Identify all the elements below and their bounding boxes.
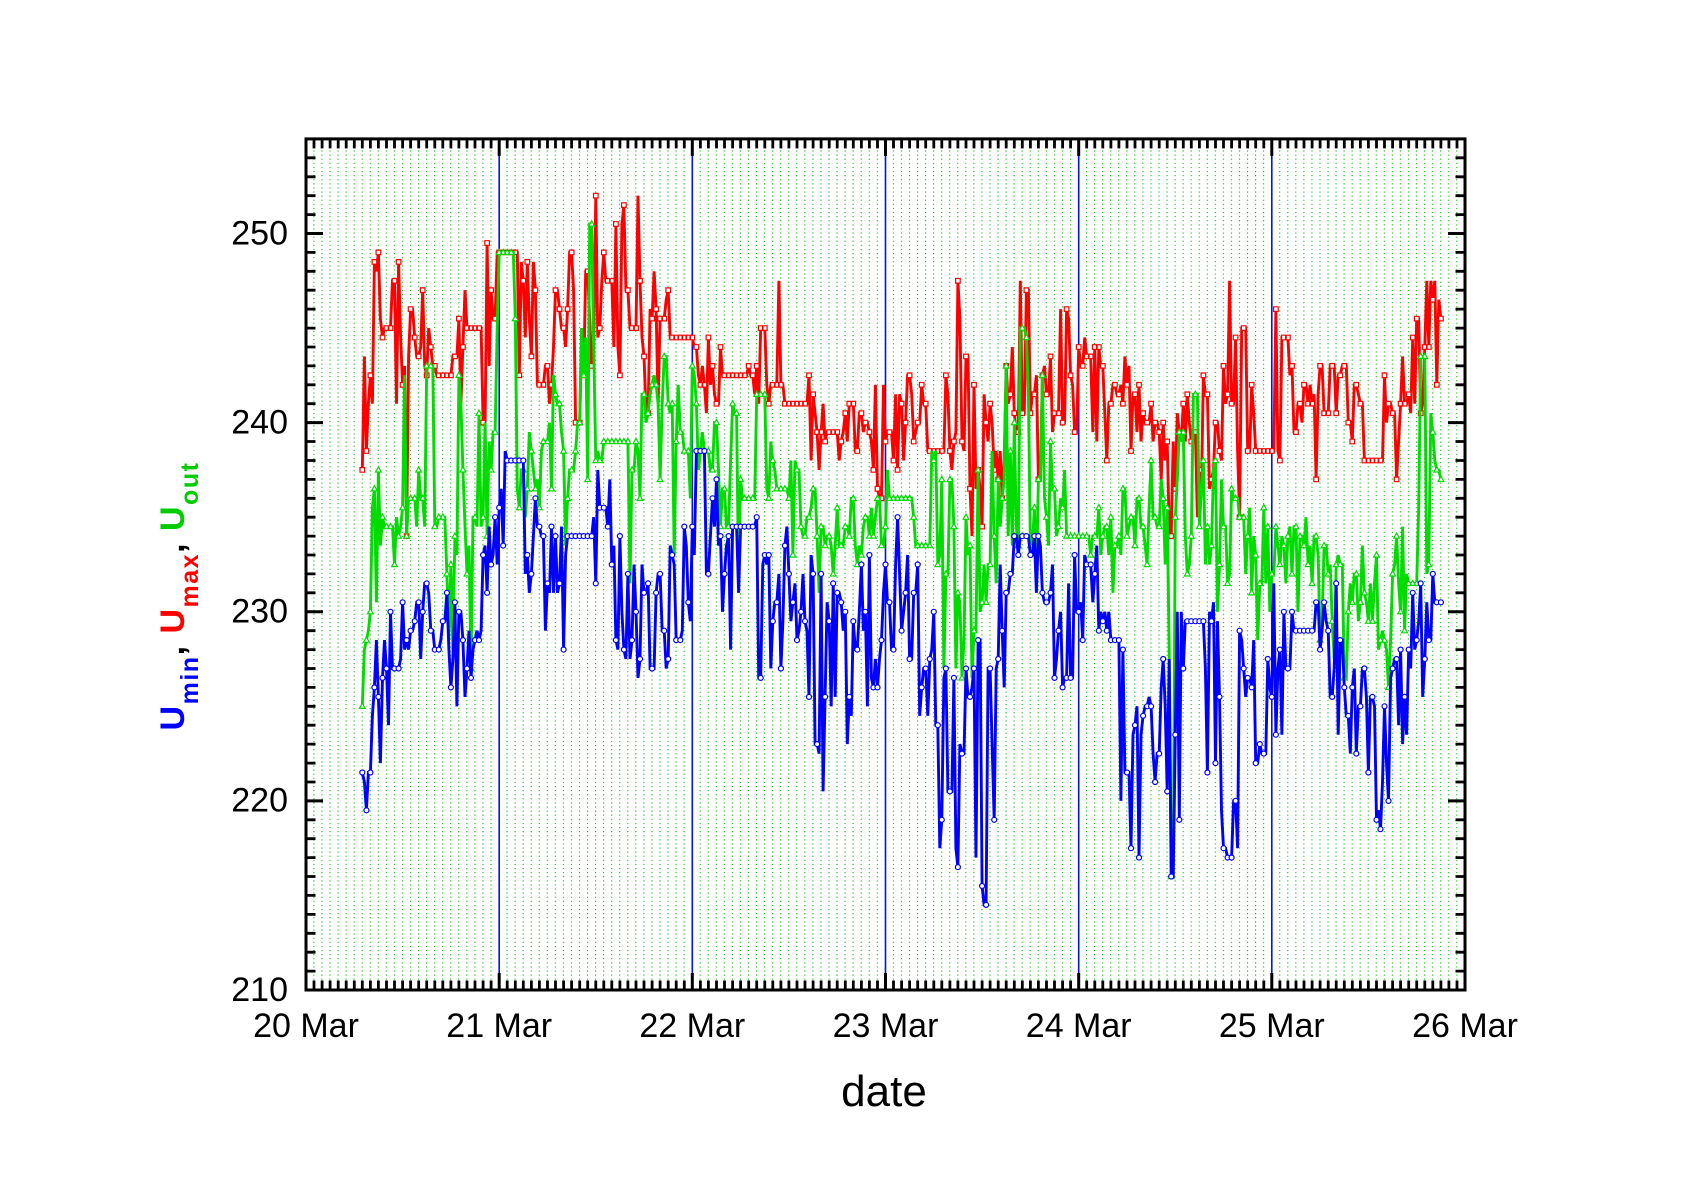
svg-text:21 Mar: 21 Mar [446, 1007, 552, 1045]
svg-text:23 Mar: 23 Mar [833, 1007, 939, 1045]
svg-text:220: 220 [231, 782, 288, 820]
svg-text:22 Mar: 22 Mar [639, 1007, 745, 1045]
svg-text:250: 250 [231, 214, 288, 252]
svg-text:date: date [841, 1067, 927, 1116]
svg-text:230: 230 [231, 593, 288, 631]
svg-text:25 Mar: 25 Mar [1219, 1007, 1325, 1045]
svg-text:240: 240 [231, 403, 288, 441]
svg-text:210: 210 [231, 971, 288, 1009]
svg-text:20 Mar: 20 Mar [253, 1007, 359, 1045]
svg-text:24 Mar: 24 Mar [1026, 1007, 1132, 1045]
svg-text:26 Mar: 26 Mar [1412, 1007, 1518, 1045]
svg-text:Umin, Umax, Uout: Umin, Umax, Uout [154, 462, 204, 731]
